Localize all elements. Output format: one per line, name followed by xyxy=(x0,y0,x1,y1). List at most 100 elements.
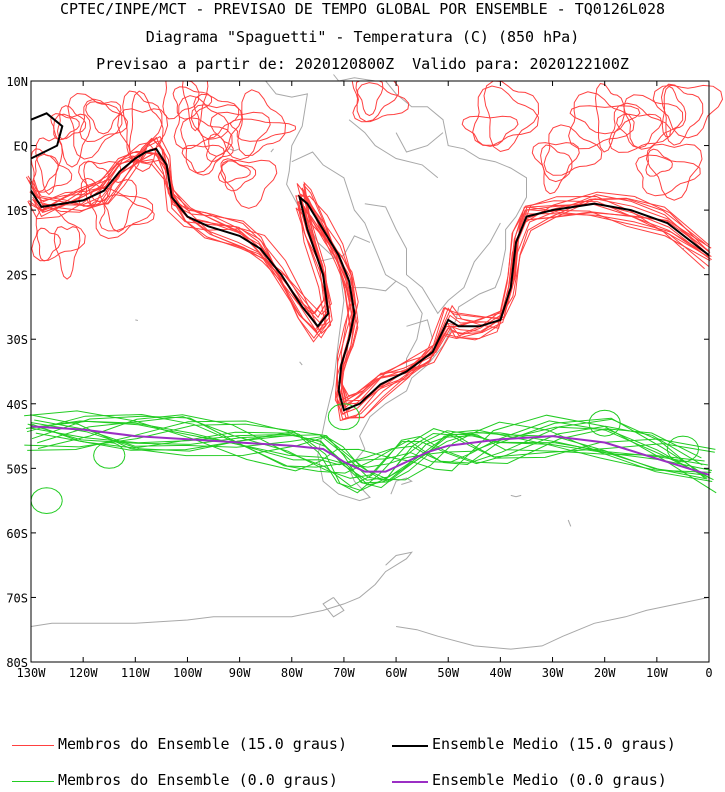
plot-frame xyxy=(30,80,710,663)
mean-15-line xyxy=(30,147,710,412)
member-15-loop xyxy=(31,153,73,193)
member-15-loop xyxy=(616,113,663,149)
y-tick-label: 80S xyxy=(6,656,28,670)
member-15-loop xyxy=(172,86,213,120)
member-15-loop xyxy=(568,91,635,150)
legend-label: Ensemble Medio (15.0 graus) xyxy=(432,735,676,753)
member-0-contour xyxy=(30,427,708,481)
member-15-loop xyxy=(660,83,704,146)
member-15-loop xyxy=(543,124,603,176)
member-15-loop xyxy=(35,137,63,196)
member-15-loop xyxy=(78,177,109,207)
legend-swatch xyxy=(392,745,428,747)
x-tick-label: 110W xyxy=(121,666,151,680)
member-15-loop xyxy=(623,94,684,150)
y-tick-label: 50S xyxy=(6,462,28,476)
member-15-loop xyxy=(50,113,80,141)
x-tick-label: 80W xyxy=(281,666,303,680)
member-15-loop xyxy=(53,113,91,168)
member-15-loop xyxy=(652,84,724,139)
member-15-loop xyxy=(237,89,286,157)
member-0-contour xyxy=(27,423,713,484)
member-15-loop xyxy=(220,159,278,209)
y-tick-label: 40S xyxy=(6,398,28,412)
member-15-loop xyxy=(181,144,225,176)
member-15-loop xyxy=(99,179,138,233)
x-tick-label: 70W xyxy=(333,666,355,680)
x-tick-label: 90W xyxy=(229,666,251,680)
member-0-loop xyxy=(588,409,621,437)
legend-swatch xyxy=(392,781,428,783)
member-15-loop xyxy=(608,102,672,153)
axis-ticks: 130W 120W 110W 100W 90W 80W 70W 60W 50W 40W 30W 20W… xyxy=(6,75,712,680)
member-15-loop xyxy=(85,101,122,135)
legend-swatch xyxy=(12,781,54,782)
y-tick-label: 20S xyxy=(6,269,28,283)
member-15-contour xyxy=(34,159,712,401)
y-tick-label: 60S xyxy=(6,527,28,541)
legend-label: Membros do Ensemble (15.0 graus) xyxy=(58,735,347,753)
member-15-contour xyxy=(28,136,706,420)
mean-15-loop xyxy=(30,112,64,160)
member-15-loop xyxy=(190,104,243,157)
member-15-loop xyxy=(540,144,573,195)
member-0-loop xyxy=(327,403,361,431)
member-0-loop xyxy=(666,435,700,463)
legend-label: Ensemble Medio (0.0 graus) xyxy=(432,771,667,789)
member-15-contour xyxy=(28,155,711,397)
header-line-2: Diagrama "Spaguetti" - Temperatura (C) (… xyxy=(145,28,580,46)
member-15-contour xyxy=(32,150,710,407)
member-0-contour xyxy=(37,416,703,479)
member-15-loop xyxy=(645,143,703,201)
member-15-loop xyxy=(661,85,687,138)
member-15-loop xyxy=(128,90,164,163)
mean-0-line xyxy=(30,425,710,476)
x-tick-label: 0 xyxy=(705,666,712,680)
x-tick-label: 60W xyxy=(385,666,407,680)
member-15-loop xyxy=(78,160,122,203)
member-0-contour xyxy=(26,413,711,479)
header-line-1: CPTEC/INPE/MCT - PREVISAO DE TEMPO GLOBA… xyxy=(59,0,666,18)
member-15-contour xyxy=(27,137,710,419)
member-0-loop xyxy=(93,441,126,469)
member-15-loop xyxy=(122,90,163,163)
member-0-contour xyxy=(37,414,702,487)
x-tick-label: 10W xyxy=(646,666,668,680)
member-15-loop xyxy=(180,117,233,174)
member-15-loop xyxy=(229,118,296,142)
member-15-loop xyxy=(209,111,271,161)
member-15-loop xyxy=(531,142,580,183)
member-15-loop xyxy=(83,160,110,206)
member-15-loop xyxy=(117,108,169,172)
x-tick-label: 30W xyxy=(542,666,564,680)
member-15-loop xyxy=(36,227,61,262)
member-15-loop xyxy=(594,82,625,153)
y-tick-label: 70S xyxy=(6,591,28,605)
y-tick-label: 30S xyxy=(6,333,28,347)
member-15-loop xyxy=(221,160,257,192)
legend-swatch xyxy=(12,745,54,746)
member-15-loop xyxy=(88,187,154,240)
plot-background xyxy=(31,81,709,662)
ensemble-members-0 xyxy=(24,403,717,515)
member-15-contour xyxy=(32,151,712,409)
member-0-contour xyxy=(27,420,716,494)
x-tick-label: 20W xyxy=(594,666,616,680)
x-tick-label: 50W xyxy=(437,666,459,680)
member-15-loop xyxy=(31,206,86,262)
member-15-loop xyxy=(173,95,229,150)
member-15-loop xyxy=(53,226,81,280)
y-tick-label: 10S xyxy=(6,204,28,218)
header-line-3: Previsao a partir de: 2020120800Z Valido… xyxy=(96,55,629,73)
y-tick-label: EQ xyxy=(14,140,28,154)
x-tick-label: 120W xyxy=(69,666,99,680)
member-15-loop xyxy=(352,82,410,123)
member-0-contour xyxy=(30,414,713,482)
legend-label: Membros do Ensemble (0.0 graus) xyxy=(58,771,338,789)
member-15-loop xyxy=(217,158,251,183)
member-15-loop xyxy=(67,92,123,160)
x-tick-label: 40W xyxy=(490,666,512,680)
member-15-loop xyxy=(205,133,234,162)
member-15-loop xyxy=(645,148,673,177)
